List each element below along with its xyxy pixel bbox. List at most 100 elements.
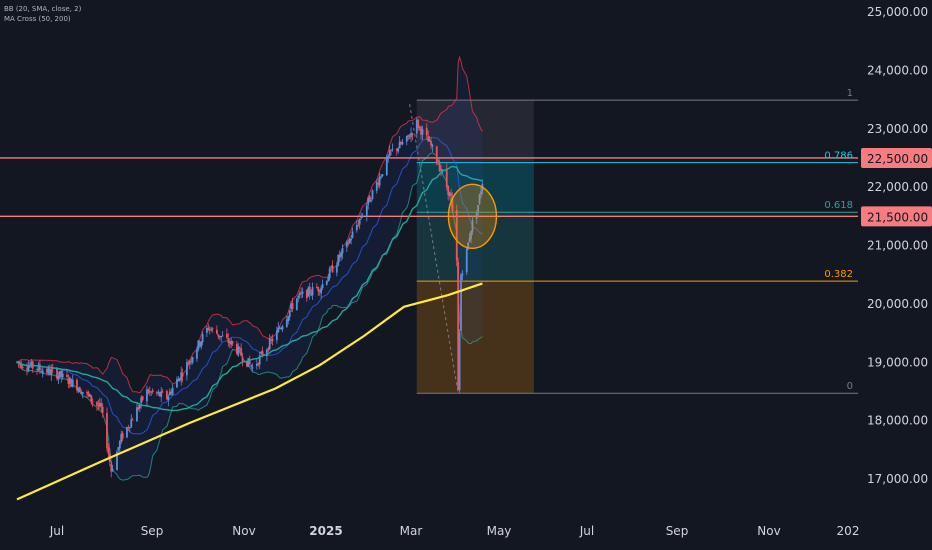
candle-body <box>431 144 434 147</box>
candle-body <box>305 289 308 299</box>
candle-body <box>38 364 41 370</box>
candle-body <box>285 319 288 327</box>
price-tick-label: 22,000.00 <box>867 180 928 194</box>
candle-body <box>377 182 380 185</box>
candle-body <box>221 335 224 337</box>
candle-body <box>340 252 342 257</box>
candle-body <box>290 303 293 310</box>
candle-body <box>190 360 193 362</box>
fib-level-label: 0.786 <box>824 151 853 162</box>
time-tick-label: Nov <box>757 524 780 538</box>
price-tick-label: 19,000.00 <box>867 355 928 369</box>
candle-body <box>137 407 140 410</box>
candle-body <box>478 194 481 204</box>
candle-body <box>468 238 471 242</box>
price-tick-label: 20,000.00 <box>867 297 928 311</box>
candle-body <box>387 156 390 157</box>
time-axis[interactable]: Jul Sep Nov 2025 Mar May Jul Sep Nov 202 <box>49 524 860 538</box>
candle-body <box>308 286 311 295</box>
candle-body <box>67 378 70 385</box>
candle-body <box>461 273 464 276</box>
time-tick-label: Jul <box>579 524 594 538</box>
candle-body <box>335 265 338 273</box>
candle-body <box>318 290 321 292</box>
candle-body <box>268 338 271 350</box>
candle-body <box>188 361 191 364</box>
candle-body <box>141 396 144 401</box>
fib-level-label: 0.382 <box>824 269 853 280</box>
fibonacci-retracement[interactable] <box>409 99 858 394</box>
candle-body <box>437 164 440 165</box>
candle-body <box>317 287 320 292</box>
candle-body <box>235 343 238 354</box>
bb-indicator-label[interactable]: BB (20, SMA, close, 2) <box>4 5 82 13</box>
ma-cross-indicator-label[interactable]: MA Cross (50, 200) <box>4 15 71 23</box>
candle-body <box>310 294 313 296</box>
candle-body <box>358 218 361 225</box>
candle-body <box>328 268 331 279</box>
candle-body <box>80 391 83 394</box>
candle-body <box>20 363 23 368</box>
candle-body <box>215 329 218 334</box>
candle-body <box>41 370 44 374</box>
candle-body <box>178 378 181 381</box>
candle-body <box>261 351 264 356</box>
candle-body <box>267 348 270 351</box>
candle-body <box>260 351 263 354</box>
candle-body <box>371 190 374 199</box>
candle-body <box>21 367 24 368</box>
candle-body <box>270 339 273 340</box>
candle-body <box>390 149 392 151</box>
candle-body <box>381 174 384 176</box>
fib-zone <box>416 212 534 282</box>
candle-body <box>206 328 208 333</box>
candle-body <box>440 169 442 171</box>
candle-body <box>240 348 243 356</box>
candle-body <box>126 427 128 438</box>
candle-body <box>211 328 214 330</box>
candle-body <box>68 377 71 384</box>
candle-body <box>156 391 158 394</box>
candle-body <box>167 396 170 401</box>
candle-body <box>130 419 133 428</box>
candle-body <box>251 367 254 369</box>
candle-body <box>455 209 458 261</box>
candle-body <box>411 133 414 135</box>
candle-body <box>445 168 448 188</box>
candle-body <box>36 369 38 370</box>
candle-body <box>230 340 233 345</box>
candle-body <box>245 360 248 367</box>
candle-body <box>435 146 438 163</box>
fib-zone <box>416 162 534 213</box>
candle-body <box>320 288 323 294</box>
candle-body <box>421 129 424 135</box>
time-tick-label: 202 <box>837 524 860 538</box>
candle-body <box>447 185 450 196</box>
candle-body <box>177 378 180 382</box>
candle-body <box>397 148 400 152</box>
candle-body <box>148 391 151 392</box>
candle-body <box>176 379 178 388</box>
candle-body <box>255 363 258 366</box>
candle-body <box>280 328 283 330</box>
candle-body <box>465 248 468 273</box>
candle-body <box>208 328 211 330</box>
price-axis[interactable]: 25,000.00 24,000.00 23,000.00 22,000.00 21,0… <box>861 5 932 486</box>
candle-body <box>350 238 352 241</box>
candle-body <box>101 406 104 413</box>
candle-body <box>368 195 371 202</box>
fib-level-label: 0.618 <box>824 200 853 211</box>
candle-body <box>247 358 250 368</box>
candle-body <box>357 224 360 226</box>
candle-body <box>220 336 223 338</box>
horizontal-lines[interactable] <box>0 157 858 217</box>
candle-body <box>237 346 240 356</box>
candle-body <box>425 127 428 136</box>
candle-body <box>151 390 154 393</box>
candle-body <box>265 349 268 357</box>
candle-body <box>47 368 50 373</box>
candle-body <box>380 176 382 178</box>
candle-body <box>480 191 482 195</box>
candle-body <box>300 292 303 294</box>
